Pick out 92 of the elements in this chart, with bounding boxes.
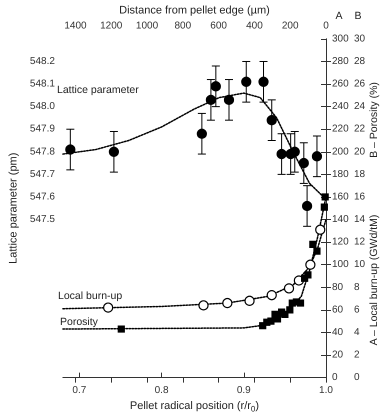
- point: [296, 299, 304, 307]
- y3-tick-label: 18: [354, 168, 366, 180]
- y3-tick-label: 22: [354, 124, 366, 135]
- point: [210, 81, 221, 92]
- y3-tick-label: 12: [354, 236, 366, 248]
- x-tick-label: 0.7: [72, 385, 87, 396]
- y-tick-label: 547.9: [30, 124, 56, 135]
- y2-tick-label: 260: [332, 78, 350, 90]
- x-tick-label: 0.9: [236, 385, 252, 396]
- text: B: [354, 10, 362, 22]
- y-tick-label: 548.2: [30, 56, 56, 67]
- point: [65, 144, 76, 155]
- y2-tick-label: 20: [332, 350, 344, 361]
- y3-axis-title: B – Porosity (%): [368, 82, 380, 158]
- y3-tick-label: 30: [354, 33, 366, 44]
- annotation: Porosity: [60, 316, 99, 328]
- x2-tick-label: 1400: [64, 20, 88, 32]
- y-tick-label: 547.7: [30, 168, 56, 180]
- y3-tick-label: 0: [354, 372, 360, 384]
- point: [276, 148, 287, 160]
- y2-tick-label: 100: [332, 259, 350, 270]
- x2-tick-label: 200: [282, 20, 299, 32]
- y2-tick-label: 140: [332, 214, 350, 226]
- point: [196, 128, 207, 139]
- point: [313, 248, 321, 255]
- x2-tick-label: 400: [246, 20, 264, 32]
- point: [224, 94, 234, 105]
- point: [266, 290, 277, 300]
- point: [244, 296, 255, 306]
- y2-tick-label: 180: [332, 168, 350, 180]
- annotation: Local burn-up: [58, 290, 122, 302]
- y-tick-label: 547.6: [30, 191, 56, 202]
- y2-tick-label: 80: [332, 282, 344, 293]
- point: [322, 193, 329, 201]
- point: [305, 260, 316, 270]
- x2-tick-label: 1000: [136, 20, 159, 32]
- point: [286, 306, 294, 314]
- y2-tick-label: 200: [332, 146, 350, 158]
- y3-tick-label: 6: [354, 304, 360, 316]
- point: [315, 224, 326, 235]
- y-tick-label: 548.0: [30, 101, 56, 112]
- y2-tick-label: 160: [332, 191, 350, 202]
- y-tick-label: 547.5: [30, 214, 56, 226]
- annotation: Lattice parameter: [57, 84, 140, 96]
- y3-tick-label: 16: [354, 191, 366, 202]
- y2-tick-label: 120: [332, 236, 350, 248]
- y-axis-title: Lattice parameter (pm): [8, 152, 20, 264]
- point: [222, 298, 232, 308]
- point: [312, 151, 322, 162]
- y3-tick-label: 14: [354, 214, 366, 226]
- y2-tick-label: 220: [332, 124, 350, 135]
- y2-tick-label: 240: [332, 101, 350, 112]
- x2-tick-label: 600: [210, 20, 228, 32]
- point: [118, 325, 125, 333]
- y2-tick-label: 280: [332, 56, 350, 67]
- y3-tick-label: 2: [354, 350, 360, 361]
- text: A: [335, 10, 343, 22]
- point: [267, 318, 275, 325]
- point: [302, 200, 312, 212]
- y2-axis-title: A – Local burn-up (GWd/tM): [368, 214, 380, 346]
- y3-tick-label: 8: [354, 282, 360, 293]
- point: [298, 158, 309, 168]
- x2-tick-label: 0: [323, 20, 330, 32]
- x2-axis-title: Distance from pellet edge (µm): [119, 4, 270, 16]
- point: [320, 204, 328, 211]
- point: [108, 146, 119, 157]
- point: [284, 283, 294, 294]
- y-tick-label: 547.8: [30, 146, 56, 158]
- y3-tick-label: 10: [354, 259, 366, 270]
- y3-tick-label: 4: [354, 326, 360, 338]
- point: [266, 115, 277, 126]
- y2-tick-label: 0: [332, 372, 338, 384]
- point: [258, 76, 269, 87]
- x2-tick-label: 800: [174, 20, 192, 32]
- y2-tick-label: 300: [332, 33, 350, 44]
- x-tick-label: 0.8: [154, 385, 169, 396]
- y3-tick-label: 26: [354, 78, 366, 90]
- y2-tick-label: 40: [332, 326, 344, 338]
- point: [309, 240, 316, 248]
- point: [206, 94, 216, 105]
- point: [198, 300, 209, 310]
- point: [274, 315, 282, 322]
- point: [304, 271, 312, 278]
- y3-tick-label: 28: [354, 56, 366, 67]
- x-tick-label: 1.0: [319, 385, 334, 396]
- point: [103, 302, 114, 313]
- x2-tick-label: 1200: [100, 20, 123, 32]
- y3-tick-label: 20: [354, 146, 366, 158]
- y3-tick-label: 24: [354, 101, 366, 112]
- point: [241, 76, 252, 87]
- y-tick-label: 548.1: [30, 78, 56, 90]
- y2-tick-label: 60: [332, 304, 344, 316]
